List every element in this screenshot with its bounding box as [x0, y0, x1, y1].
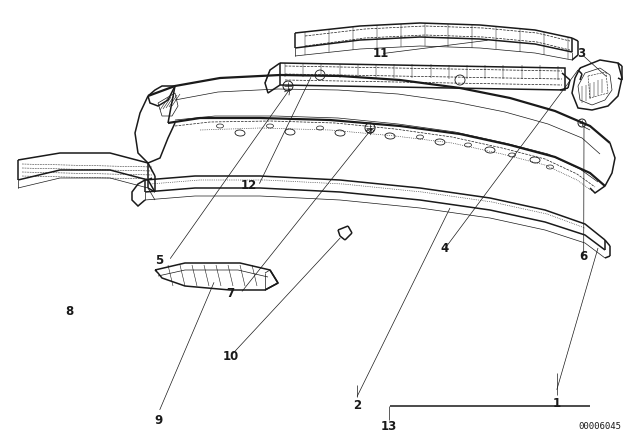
Text: 13: 13	[381, 420, 397, 433]
Text: 1: 1	[553, 396, 561, 410]
Text: 3: 3	[577, 47, 585, 60]
Text: 7: 7	[227, 287, 234, 300]
Text: 6: 6	[580, 250, 588, 263]
Text: 11: 11	[372, 47, 389, 60]
Text: 8: 8	[65, 305, 73, 318]
Text: 2: 2	[353, 399, 361, 412]
Text: 12: 12	[240, 179, 257, 193]
Text: 4: 4	[441, 242, 449, 255]
Text: 5: 5	[155, 254, 163, 267]
Text: 00006045: 00006045	[579, 422, 621, 431]
Text: 9: 9	[155, 414, 163, 427]
Text: 10: 10	[222, 349, 239, 363]
